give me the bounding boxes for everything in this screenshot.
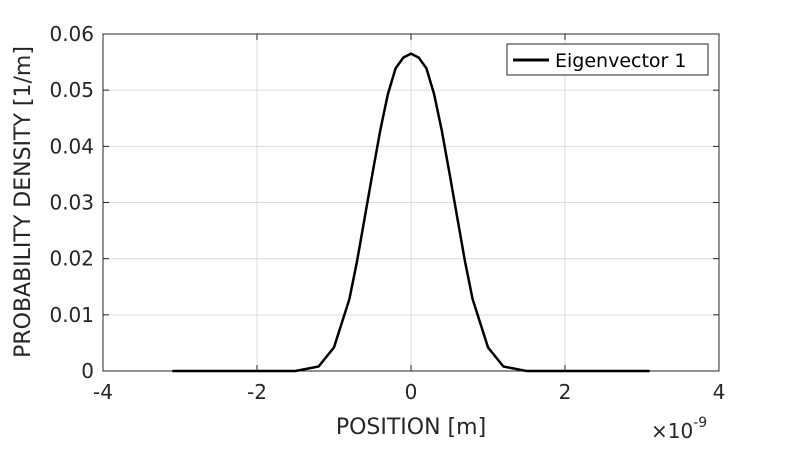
y-tick-label: 0.01 (49, 303, 94, 327)
svg-text:×10-9: ×10-9 (651, 415, 707, 443)
legend-item-label: Eigenvector 1 (555, 50, 686, 72)
x-tick-label: -2 (247, 380, 267, 404)
y-axis-label: PROBABILITY DENSITY [1/m] (11, 46, 36, 358)
series-line-eigenvector-1 (172, 52, 650, 373)
y-tick-label: 0.06 (49, 22, 94, 46)
y-tick-label: 0.05 (49, 78, 94, 102)
grid-lines (103, 34, 719, 371)
x-tick-label: 2 (559, 380, 572, 404)
x-tick-label: -4 (93, 380, 113, 404)
x-axis-label: POSITION [m] (336, 415, 486, 440)
x-tick-label: 4 (713, 380, 726, 404)
y-tick-label: 0.03 (49, 191, 94, 215)
x-exponent-power: -9 (693, 415, 707, 431)
y-tick-label: 0.04 (49, 134, 94, 158)
legend: Eigenvector 1 (506, 43, 709, 76)
y-tick-label: 0 (81, 359, 94, 383)
axis-tick-labels: -4 -2 0 2 4 0 0.01 0.02 0.03 0.04 0.05 0.06 (49, 22, 725, 404)
x-axis-exponent-label: ×10-9 (651, 415, 707, 443)
x-tick-label: 0 (405, 380, 418, 404)
y-tick-label: 0.02 (49, 247, 94, 271)
x-exponent-base: ×10 (651, 419, 693, 443)
axis-ticks (102, 33, 720, 372)
